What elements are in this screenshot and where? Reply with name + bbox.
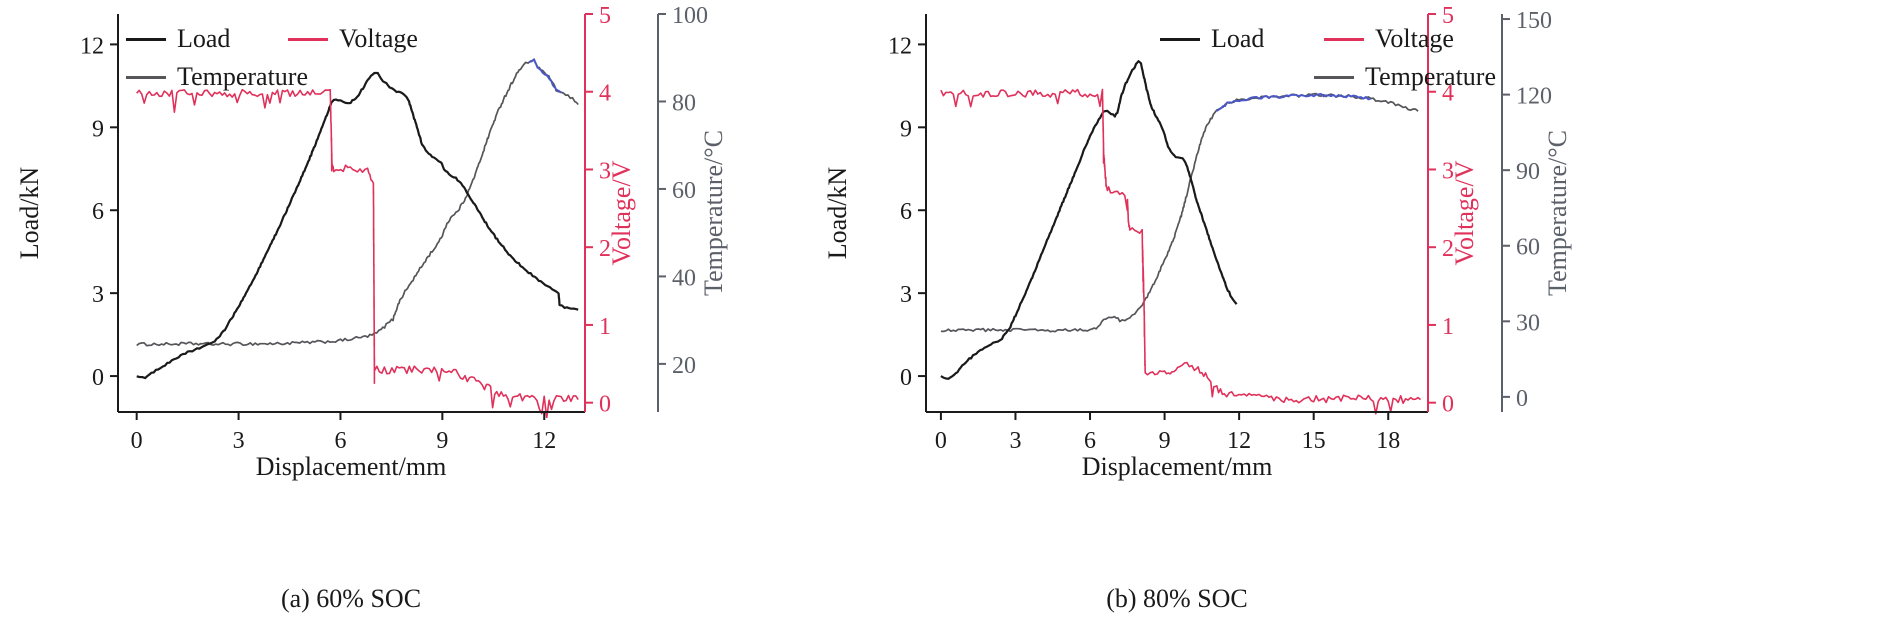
tick-label: 5 <box>1442 3 1454 29</box>
series-load <box>940 60 1238 380</box>
tick-label: 15 <box>1302 428 1326 454</box>
tick-label: 60 <box>672 178 696 204</box>
tick-label: 4 <box>1442 81 1454 107</box>
series-temperature-highlight <box>528 58 562 94</box>
tick-label: 40 <box>672 265 696 291</box>
tick-label: 6 <box>92 199 104 225</box>
plot-area <box>136 58 579 418</box>
tick-label: 2 <box>599 236 611 262</box>
series-temperature <box>136 59 579 347</box>
panel-b-caption: (b) 80% SOC <box>1106 584 1248 613</box>
tick-label: 6 <box>1084 428 1096 454</box>
tick-label: 3 <box>92 282 104 308</box>
tick-label: 9 <box>436 428 448 454</box>
tick-label: 20 <box>672 353 696 379</box>
tick-label: 0 <box>599 392 611 418</box>
tick-label: 30 <box>1516 310 1540 336</box>
tick-label: 1 <box>1442 314 1454 340</box>
panel-b: 0 3 6 9 12 15 18 0 3 6 9 12 0 1 2 3 4 5 0 30 60 90 120 150 Load… <box>808 0 1688 638</box>
tick-label: 3 <box>599 158 611 184</box>
panel-a-caption: (a) 60% SOC <box>280 584 422 613</box>
tick-label: 150 <box>1516 8 1552 34</box>
tick-label: 12 <box>888 33 912 59</box>
series-temperature <box>940 92 1419 333</box>
tick-label: 0 <box>131 428 143 454</box>
tick-label: 3 <box>900 282 912 308</box>
tick-label: 18 <box>1376 428 1400 454</box>
tick-label: 0 <box>1442 392 1454 418</box>
tick-label: 3 <box>233 428 245 454</box>
tick-label: 80 <box>672 90 696 116</box>
tick-label: 9 <box>92 116 104 142</box>
tick-label: 5 <box>599 3 611 29</box>
tick-label: 3 <box>1442 158 1454 184</box>
tick-label: 0 <box>935 428 947 454</box>
tick-label: 9 <box>1159 428 1171 454</box>
panel-a: 0 3 6 9 12 0 3 6 9 12 0 1 2 3 4 5 20 40 60 80 100 Load/kN Vo… <box>0 0 780 638</box>
tick-label: 12 <box>532 428 556 454</box>
tick-label: 12 <box>80 33 104 59</box>
tick-label: 6 <box>334 428 346 454</box>
tick-label: 4 <box>599 81 611 107</box>
tick-label: 100 <box>672 3 708 29</box>
tick-label: 1 <box>599 314 611 340</box>
tick-label: 12 <box>1227 428 1251 454</box>
tick-label: 120 <box>1516 84 1552 110</box>
tick-label: 0 <box>1516 386 1528 412</box>
series-voltage <box>136 88 579 418</box>
tick-label: 60 <box>1516 235 1540 261</box>
tick-label: 0 <box>900 365 912 391</box>
tick-label: 0 <box>92 365 104 391</box>
series-load <box>136 71 579 380</box>
plot-area <box>940 60 1422 415</box>
tick-label: 9 <box>900 116 912 142</box>
series-voltage <box>940 88 1422 415</box>
tick-label: 90 <box>1516 159 1540 185</box>
tick-label: 2 <box>1442 236 1454 262</box>
tick-label: 3 <box>1009 428 1021 454</box>
tick-label: 6 <box>900 199 912 225</box>
series-temperature-highlight <box>1216 92 1372 112</box>
